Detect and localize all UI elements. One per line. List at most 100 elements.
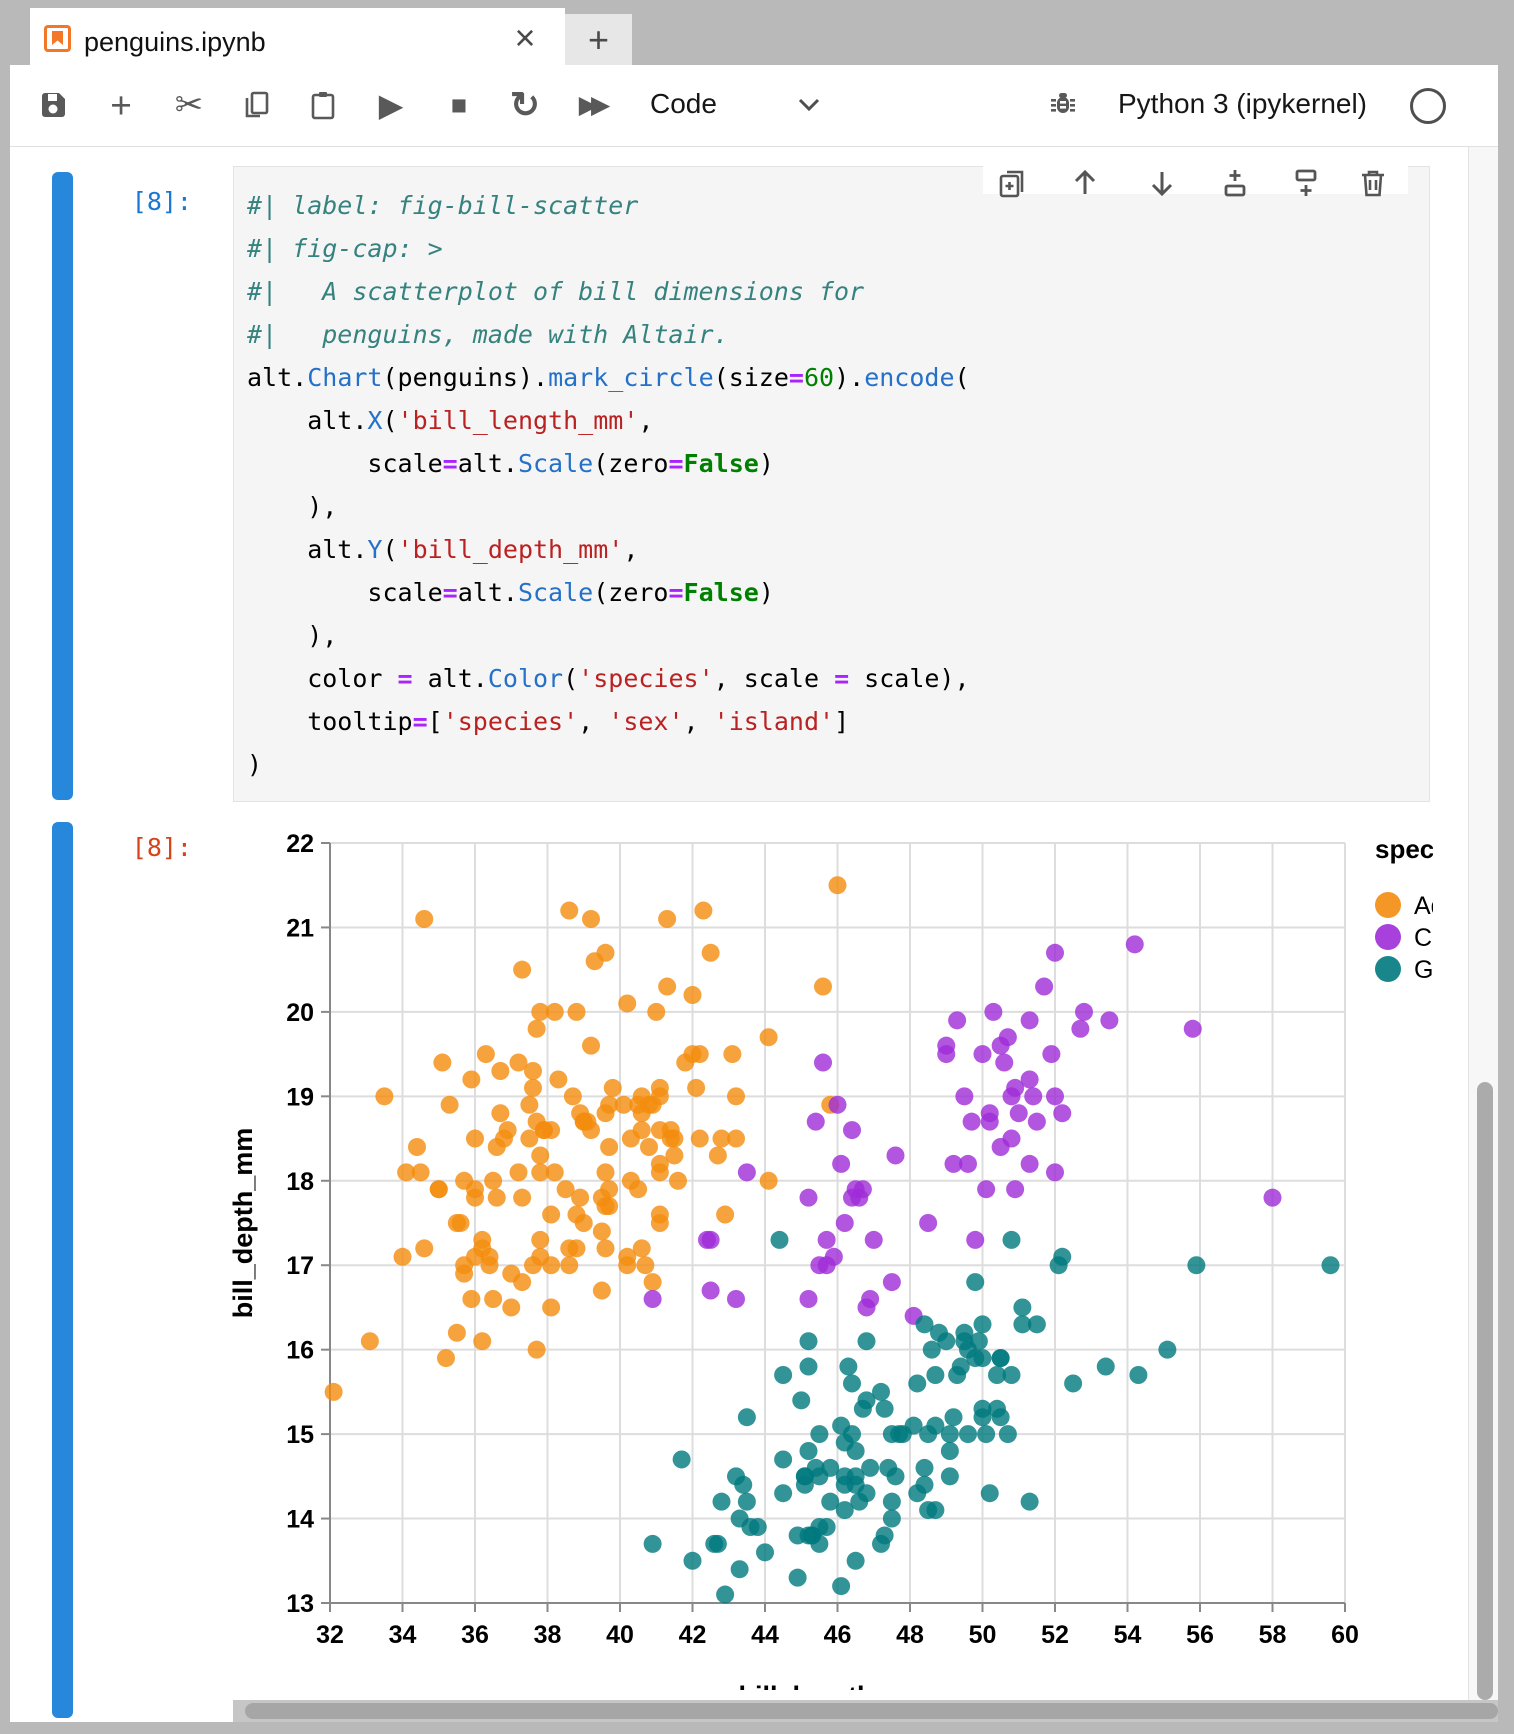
- data-point-adelie[interactable]: [560, 901, 579, 920]
- new-tab-button[interactable]: +: [565, 14, 632, 65]
- data-point-adelie[interactable]: [650, 1078, 669, 1097]
- data-point-gentoo[interactable]: [1002, 1230, 1021, 1249]
- data-point-adelie[interactable]: [600, 1138, 619, 1156]
- data-point-gentoo[interactable]: [788, 1526, 807, 1545]
- data-point-gentoo[interactable]: [643, 1534, 662, 1553]
- move-cell-up-icon[interactable]: [1064, 162, 1106, 204]
- data-point-adelie[interactable]: [447, 1323, 466, 1342]
- data-point-gentoo[interactable]: [1096, 1357, 1115, 1376]
- data-point-gentoo[interactable]: [908, 1374, 927, 1393]
- data-point-gentoo[interactable]: [969, 1332, 988, 1351]
- data-point-chinstrap[interactable]: [944, 1154, 963, 1173]
- data-point-adelie[interactable]: [582, 910, 600, 928]
- data-point-adelie[interactable]: [759, 1028, 778, 1047]
- data-point-gentoo[interactable]: [922, 1340, 941, 1359]
- run-cell-icon[interactable]: ▶: [378, 87, 404, 123]
- data-point-gentoo[interactable]: [1053, 1247, 1072, 1266]
- data-point-chinstrap[interactable]: [1263, 1188, 1282, 1207]
- data-point-chinstrap[interactable]: [1027, 1112, 1046, 1131]
- data-point-adelie[interactable]: [411, 1163, 430, 1182]
- data-point-chinstrap[interactable]: [1183, 1019, 1202, 1038]
- data-point-gentoo[interactable]: [940, 1467, 959, 1486]
- data-point-adelie[interactable]: [531, 1146, 550, 1165]
- data-point-chinstrap[interactable]: [1006, 1180, 1025, 1199]
- data-point-adelie[interactable]: [723, 1045, 742, 1064]
- data-point-gentoo[interactable]: [861, 1458, 880, 1477]
- data-point-adelie[interactable]: [513, 1273, 532, 1292]
- data-point-gentoo[interactable]: [882, 1492, 901, 1511]
- data-point-gentoo[interactable]: [940, 1442, 959, 1460]
- data-point-adelie[interactable]: [694, 901, 713, 920]
- data-point-gentoo[interactable]: [799, 1332, 818, 1351]
- duplicate-cell-icon[interactable]: [991, 162, 1033, 204]
- data-point-gentoo[interactable]: [977, 1425, 996, 1444]
- data-point-adelie[interactable]: [429, 1180, 448, 1199]
- data-point-adelie[interactable]: [618, 994, 637, 1013]
- data-point-gentoo[interactable]: [915, 1475, 934, 1494]
- data-point-gentoo[interactable]: [683, 1551, 702, 1570]
- data-point-chinstrap[interactable]: [835, 1214, 854, 1232]
- data-point-adelie[interactable]: [466, 1129, 484, 1148]
- data-point-adelie[interactable]: [643, 1273, 662, 1292]
- data-point-adelie[interactable]: [527, 1019, 546, 1038]
- data-point-adelie[interactable]: [324, 1382, 343, 1401]
- debugger-bug-icon[interactable]: [1040, 82, 1086, 128]
- data-point-gentoo[interactable]: [973, 1315, 992, 1334]
- data-point-adelie[interactable]: [513, 1188, 532, 1207]
- data-point-adelie[interactable]: [600, 1197, 619, 1216]
- data-point-chinstrap[interactable]: [701, 1281, 720, 1300]
- data-point-adelie[interactable]: [759, 1171, 778, 1190]
- kernel-name[interactable]: Python 3 (ipykernel): [1118, 88, 1368, 119]
- data-point-chinstrap[interactable]: [948, 1011, 967, 1030]
- paste-cells-icon[interactable]: [300, 82, 346, 128]
- data-point-gentoo[interactable]: [940, 1425, 959, 1444]
- data-point-adelie[interactable]: [676, 1053, 695, 1072]
- data-point-adelie[interactable]: [466, 1247, 484, 1266]
- data-point-adelie[interactable]: [716, 1205, 735, 1224]
- data-point-gentoo[interactable]: [839, 1357, 858, 1376]
- data-point-adelie[interactable]: [658, 910, 677, 928]
- data-point-adelie[interactable]: [669, 1171, 687, 1190]
- data-point-adelie[interactable]: [466, 1188, 484, 1207]
- data-point-adelie[interactable]: [571, 1188, 590, 1207]
- data-point-chinstrap[interactable]: [959, 1154, 977, 1173]
- data-point-gentoo[interactable]: [915, 1315, 934, 1334]
- code-editor[interactable]: #| label: fig-bill-scatter #| fig-cap: > #…: [247, 191, 970, 779]
- data-point-adelie[interactable]: [437, 1349, 455, 1368]
- data-point-chinstrap[interactable]: [1009, 1104, 1028, 1123]
- data-point-chinstrap[interactable]: [727, 1290, 745, 1308]
- data-point-adelie[interactable]: [563, 1087, 582, 1106]
- data-point-chinstrap[interactable]: [973, 1045, 992, 1064]
- data-point-adelie[interactable]: [433, 1053, 452, 1072]
- data-point-gentoo[interactable]: [1002, 1366, 1021, 1384]
- data-point-adelie[interactable]: [687, 1078, 706, 1097]
- data-point-adelie[interactable]: [524, 1078, 542, 1097]
- insert-cell-above-icon[interactable]: [1214, 162, 1256, 204]
- data-point-gentoo[interactable]: [857, 1391, 876, 1410]
- data-point-adelie[interactable]: [650, 1214, 669, 1232]
- data-point-gentoo[interactable]: [857, 1332, 876, 1351]
- data-point-chinstrap[interactable]: [962, 1112, 981, 1131]
- data-point-adelie[interactable]: [690, 1129, 709, 1148]
- data-point-gentoo[interactable]: [737, 1492, 756, 1511]
- data-point-gentoo[interactable]: [774, 1366, 793, 1384]
- data-point-gentoo[interactable]: [875, 1399, 894, 1418]
- data-point-chinstrap[interactable]: [814, 1053, 832, 1072]
- data-point-gentoo[interactable]: [799, 1442, 818, 1460]
- data-point-adelie[interactable]: [524, 1256, 542, 1275]
- move-cell-down-icon[interactable]: [1141, 162, 1183, 204]
- legend-symbol-adelie[interactable]: [1375, 892, 1401, 918]
- data-point-adelie[interactable]: [560, 1256, 579, 1275]
- data-point-chinstrap[interactable]: [1075, 1002, 1093, 1021]
- data-point-adelie[interactable]: [701, 943, 720, 962]
- data-point-gentoo[interactable]: [988, 1366, 1006, 1384]
- data-point-gentoo[interactable]: [730, 1560, 749, 1579]
- data-point-adelie[interactable]: [596, 943, 615, 962]
- data-point-chinstrap[interactable]: [1046, 1087, 1064, 1106]
- data-point-adelie[interactable]: [393, 1247, 412, 1266]
- data-point-adelie[interactable]: [473, 1332, 492, 1351]
- data-point-gentoo[interactable]: [944, 1408, 963, 1427]
- data-point-gentoo[interactable]: [832, 1577, 851, 1596]
- data-point-adelie[interactable]: [487, 1188, 506, 1207]
- data-point-adelie[interactable]: [632, 1239, 651, 1258]
